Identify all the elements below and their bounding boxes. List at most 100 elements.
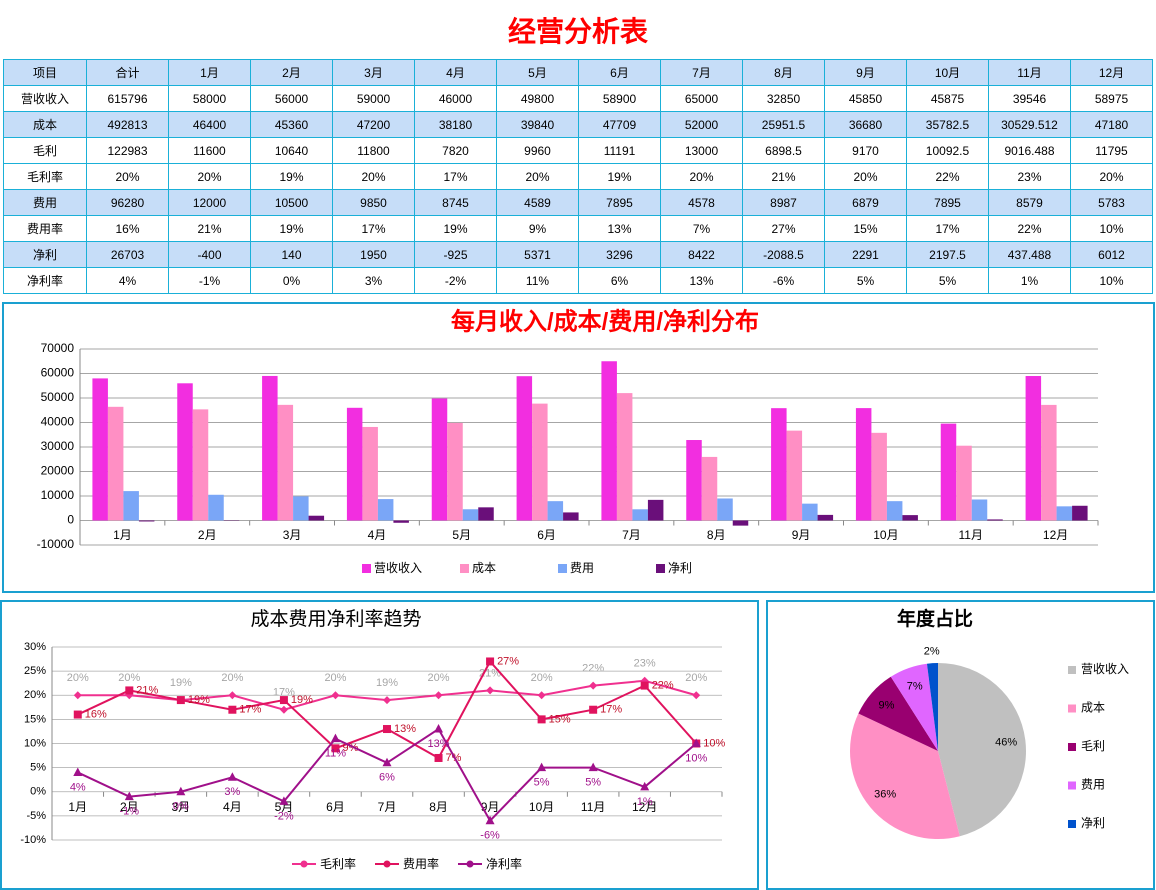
bar	[1057, 506, 1073, 520]
data-label: -1%	[120, 805, 140, 817]
marker	[177, 696, 185, 704]
data-label: 20%	[685, 672, 707, 684]
bar	[856, 408, 872, 520]
data-label: -2%	[274, 810, 294, 822]
x-tick-label: 7月	[378, 800, 397, 814]
x-tick-label: 4月	[223, 800, 242, 814]
y-tick-label: 10000	[41, 488, 75, 502]
data-label: 20%	[428, 672, 450, 684]
bar	[378, 499, 394, 520]
bar	[818, 515, 834, 521]
bar	[956, 446, 972, 521]
legend-label: 净利	[1081, 816, 1105, 830]
legend-marker	[467, 861, 474, 868]
bar	[208, 495, 224, 521]
chart-title: 每月收入/成本/费用/净利分布	[451, 307, 759, 335]
x-tick-label: 6月	[326, 800, 345, 814]
legend-swatch	[1068, 705, 1076, 713]
bar	[262, 376, 278, 521]
y-tick-label: -10000	[37, 537, 75, 551]
bar	[802, 504, 818, 521]
bar	[972, 499, 988, 520]
x-tick-label: 8月	[707, 528, 726, 542]
bar	[447, 423, 463, 521]
y-tick-label: 30%	[24, 641, 46, 653]
data-label: 19%	[376, 677, 398, 689]
x-tick-label: 9月	[481, 800, 500, 814]
marker	[228, 772, 237, 781]
marker	[331, 734, 340, 743]
data-label: 11%	[325, 748, 346, 760]
bar	[362, 427, 378, 521]
data-label: 17%	[600, 704, 622, 716]
marker	[280, 696, 288, 704]
marker	[73, 767, 82, 776]
bar	[902, 515, 918, 520]
legend-swatch	[362, 564, 371, 573]
y-tick-label: -10%	[20, 834, 46, 846]
data-label: 21%	[136, 684, 158, 696]
bar	[478, 507, 494, 520]
data-label: 2%	[924, 646, 940, 658]
bar	[123, 491, 138, 520]
legend-label: 毛利率	[320, 856, 356, 871]
x-tick-label: 11月	[959, 528, 983, 542]
bar	[617, 393, 633, 520]
y-tick-label: 10%	[24, 737, 46, 749]
legend-label: 毛利	[1081, 739, 1105, 753]
y-tick-label: 25%	[24, 665, 46, 677]
legend-label: 营收收入	[374, 561, 422, 575]
marker	[538, 715, 546, 723]
data-label: 16%	[85, 708, 107, 720]
marker	[589, 682, 597, 690]
x-tick-label: 1月	[68, 800, 87, 814]
data-label: 4%	[70, 781, 86, 793]
x-tick-label: 5月	[452, 528, 471, 542]
data-label: 10%	[685, 752, 707, 764]
x-tick-label: 2月	[198, 528, 217, 542]
legend-marker	[384, 861, 391, 868]
data-label: 1%	[637, 796, 653, 808]
y-tick-label: 70000	[41, 341, 75, 355]
legend-label: 净利	[668, 561, 692, 575]
x-tick-label: 10月	[529, 800, 554, 814]
y-tick-label: 20%	[24, 689, 46, 701]
legend-swatch	[460, 564, 469, 573]
marker	[538, 691, 546, 699]
data-label: 13%	[428, 738, 450, 750]
y-tick-label: 0	[67, 513, 74, 527]
bar	[177, 383, 193, 520]
bar	[293, 496, 309, 520]
legend-swatch	[656, 564, 665, 573]
marker	[228, 691, 236, 699]
y-tick-label: -5%	[26, 810, 46, 822]
bar	[548, 501, 564, 520]
y-tick-label: 50000	[41, 390, 75, 404]
bar	[1026, 376, 1042, 520]
marker	[331, 691, 339, 699]
bar	[463, 509, 479, 520]
bar	[717, 498, 733, 520]
legend-swatch	[558, 564, 567, 573]
bar	[987, 519, 1003, 520]
x-tick-label: 11月	[581, 800, 605, 814]
y-tick-label: 40000	[41, 415, 75, 429]
data-label: -6%	[480, 830, 500, 842]
data-label: 6%	[379, 772, 395, 784]
data-label: 19%	[291, 694, 313, 706]
marker	[486, 657, 494, 665]
marker	[692, 691, 700, 699]
marker	[435, 691, 443, 699]
bar	[108, 407, 124, 521]
data-label: 22%	[652, 680, 674, 692]
data-label: 17%	[239, 704, 261, 716]
marker	[228, 706, 236, 714]
bar	[632, 509, 648, 520]
legend-label: 净利率	[486, 856, 522, 871]
bar	[733, 521, 749, 526]
y-tick-label: 0%	[30, 786, 46, 798]
bar	[702, 457, 718, 521]
bar	[648, 500, 664, 521]
marker	[280, 706, 288, 714]
data-label: 13%	[394, 723, 416, 735]
